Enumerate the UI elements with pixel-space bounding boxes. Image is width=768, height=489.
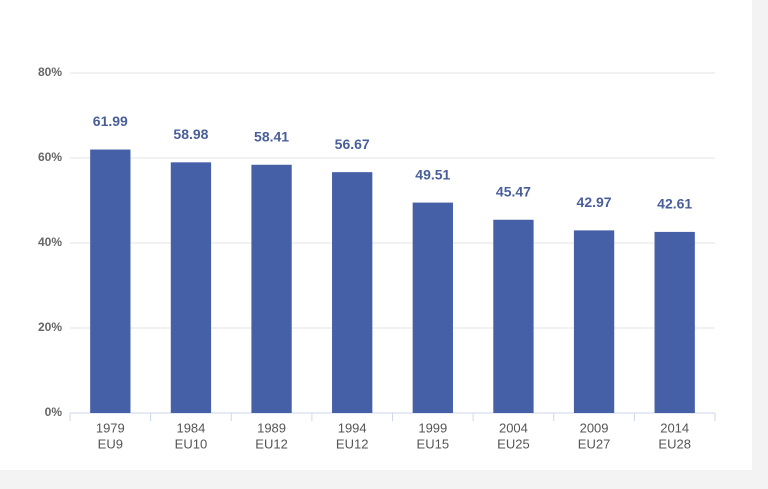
value-label: 45.47 [496, 183, 531, 199]
bar [332, 172, 373, 413]
x-tick-label: EU15 [417, 436, 450, 451]
bar [573, 230, 615, 413]
x-tick-label: 2009 [580, 420, 609, 435]
y-tick-label: 40% [38, 235, 62, 249]
x-tick-label: 1984 [176, 420, 205, 435]
value-label: 56.67 [335, 136, 370, 152]
x-tick-label: 1989 [257, 420, 286, 435]
value-label: 42.97 [577, 194, 612, 210]
x-tick-label: 2014 [660, 420, 689, 435]
x-tick-label: EU10 [175, 436, 208, 451]
x-tick-label: EU9 [98, 436, 123, 451]
x-tick-label: 2004 [499, 420, 528, 435]
bar [654, 231, 695, 413]
x-tick-label: EU12 [336, 436, 369, 451]
y-tick-label: 0% [45, 405, 63, 419]
value-label: 58.41 [254, 128, 289, 144]
x-tick-label: 1999 [418, 420, 447, 435]
value-label: 58.98 [173, 126, 208, 142]
x-tick-label: EU25 [497, 436, 530, 451]
bar [412, 202, 453, 413]
bar [170, 162, 212, 413]
bar [251, 164, 292, 413]
value-label: 49.51 [415, 166, 450, 182]
value-label: 42.61 [657, 196, 692, 212]
value-label: 61.99 [93, 113, 128, 129]
y-tick-label: 80% [38, 65, 62, 79]
x-tick-label: 1994 [338, 420, 367, 435]
x-tick-label: EU12 [255, 436, 288, 451]
y-tick-label: 20% [38, 320, 62, 334]
bar [493, 219, 534, 413]
x-tick-label: EU27 [578, 436, 611, 451]
y-tick-label: 60% [38, 150, 62, 164]
bar [90, 149, 131, 414]
x-tick-label: EU28 [658, 436, 691, 451]
x-tick-label: 1979 [96, 420, 125, 435]
